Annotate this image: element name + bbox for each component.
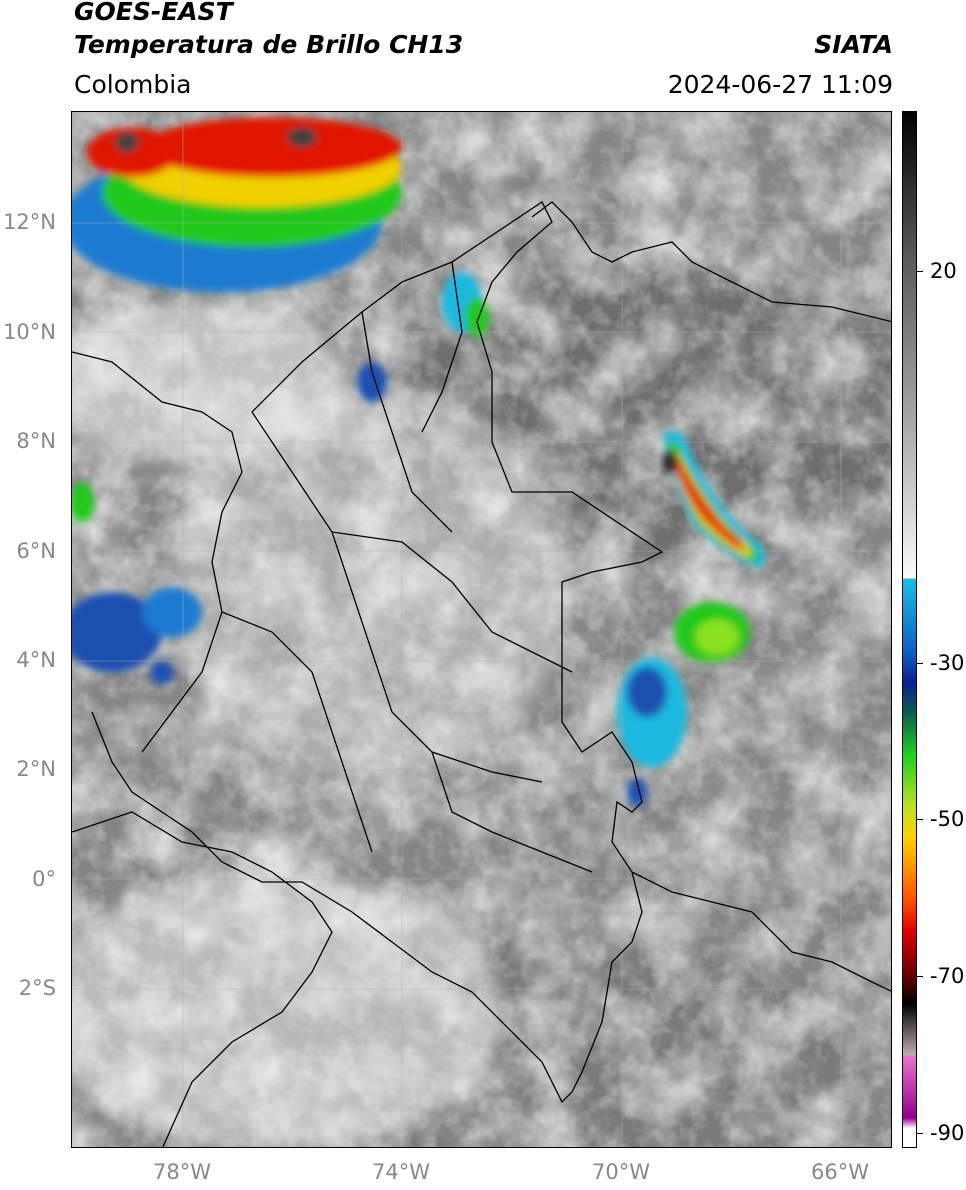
colorbar-gradient [903, 112, 916, 1147]
region-label: Colombia [74, 70, 192, 99]
lat-label-12n: 12°N [3, 210, 56, 234]
satellite-image [72, 112, 891, 1147]
colorbar-label-20: 20 [930, 259, 957, 283]
colorbar-tick-neg90 [917, 1133, 923, 1134]
lon-label-70w: 70°W [592, 1160, 650, 1184]
lat-label-10n: 10°N [3, 320, 56, 344]
colorbar-label-neg30: -30 [930, 651, 965, 675]
datetime-label: 2024-06-27 11:09 [667, 70, 893, 99]
lat-label-2n: 2°N [16, 757, 56, 781]
colorbar-tick-neg50 [917, 819, 923, 820]
title-line1: GOES-EAST [74, 0, 233, 26]
lat-label-8n: 8°N [16, 429, 56, 453]
colorbar-tick-20 [917, 271, 923, 272]
colorbar-tick-neg70 [917, 976, 923, 977]
lat-label-4n: 4°N [16, 648, 56, 672]
colorbar-label-neg90: -90 [930, 1121, 965, 1145]
organization-label: SIATA [814, 30, 893, 59]
colorbar-tick-neg30 [917, 663, 923, 664]
colorbar-label-neg50: -50 [930, 807, 965, 831]
satellite-map[interactable] [71, 111, 892, 1148]
lon-label-74w: 74°W [372, 1160, 430, 1184]
temperature-colorbar [902, 111, 917, 1148]
lon-label-66w: 66°W [811, 1160, 869, 1184]
lat-label-0: 0° [32, 867, 56, 891]
colorbar-label-neg70: -70 [930, 964, 965, 988]
lat-label-6n: 6°N [16, 539, 56, 563]
lon-label-78w: 78°W [153, 1160, 211, 1184]
lat-label-2s: 2°S [18, 976, 56, 1000]
title-line2: Temperatura de Brillo CH13 [74, 30, 464, 59]
